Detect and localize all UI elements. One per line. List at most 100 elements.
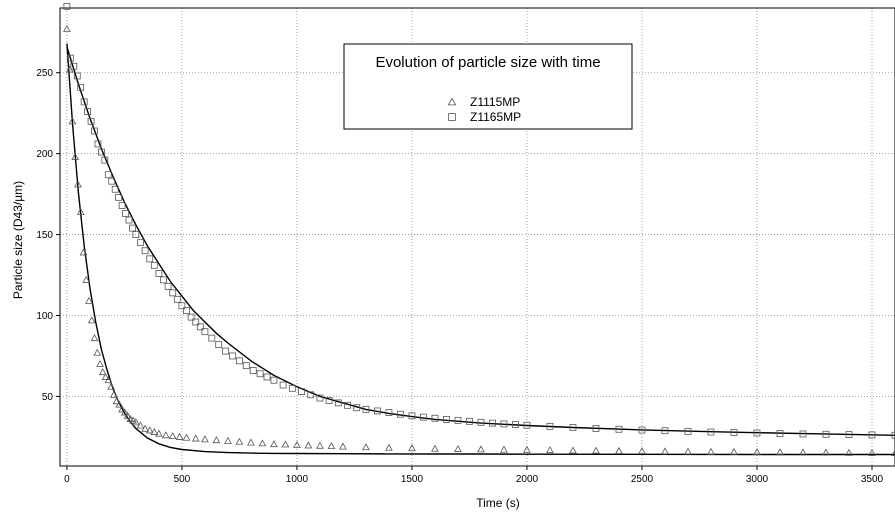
point-z1115mp [270, 440, 278, 448]
point-z1115mp [76, 207, 85, 215]
point-z1165mp [661, 427, 669, 435]
point-z1115mp [684, 447, 692, 455]
point-z1165mp [150, 261, 158, 269]
point-z1165mp [196, 323, 204, 331]
point-z1165mp [173, 295, 181, 303]
point-z1115mp [201, 435, 209, 443]
point-z1165mp [730, 429, 738, 436]
point-z1115mp [155, 429, 163, 437]
point-z1165mp [477, 418, 485, 426]
point-z1165mp [263, 373, 271, 381]
point-z1115mp [168, 432, 177, 440]
x-tick-label: 1500 [401, 474, 424, 485]
x-tick-label: 0 [64, 474, 70, 485]
point-z1165mp [420, 413, 427, 421]
point-z1165mp [344, 401, 351, 409]
legend-marker-square [448, 113, 456, 121]
point-z1165mp [799, 430, 807, 438]
point-z1165mp [187, 313, 195, 321]
point-z1115mp [385, 443, 393, 451]
point-z1165mp [684, 427, 692, 435]
point-z1115mp [115, 400, 124, 408]
point-z1115mp [71, 152, 80, 160]
point-z1115mp [63, 25, 71, 32]
chart-title: Evolution of particle size with time [375, 54, 600, 71]
data-points [63, 2, 895, 457]
point-z1165mp [141, 247, 149, 255]
point-z1115mp [615, 446, 623, 454]
point-z1115mp [845, 448, 853, 456]
point-z1115mp [304, 441, 313, 449]
point-z1115mp [112, 397, 121, 405]
point-z1165mp [454, 416, 462, 424]
point-z1165mp [129, 224, 136, 232]
point-z1115mp [150, 427, 159, 435]
point-z1165mp [546, 422, 554, 430]
point-z1165mp [229, 352, 236, 360]
point-z1165mp [66, 54, 74, 62]
point-z1115mp [118, 405, 126, 413]
point-z1115mp [707, 447, 715, 455]
point-z1165mp [155, 270, 163, 277]
y-tick-label: 200 [36, 149, 53, 160]
point-z1115mp [74, 180, 82, 188]
point-z1115mp [161, 431, 170, 439]
point-z1165mp [164, 282, 172, 290]
point-z1165mp [63, 2, 71, 10]
legend: Evolution of particle size with time Z11… [343, 43, 633, 130]
point-z1115mp [182, 433, 191, 441]
point-z1165mp [753, 429, 761, 437]
point-z1115mp [868, 448, 876, 456]
point-z1115mp [85, 296, 93, 304]
point-z1165mp [500, 420, 508, 428]
point-z1165mp [707, 428, 715, 436]
point-z1115mp [129, 416, 138, 424]
point-z1165mp [249, 367, 257, 374]
point-z1115mp [293, 440, 301, 448]
point-z1165mp [73, 72, 81, 80]
point-z1165mp [208, 334, 216, 342]
point-z1165mp [523, 421, 531, 429]
point-z1165mp [569, 424, 577, 431]
point-z1115mp [661, 447, 669, 455]
point-z1115mp [500, 445, 508, 453]
point-z1165mp [776, 430, 784, 437]
x-axis-title: Time (s) [476, 496, 520, 510]
point-z1115mp [776, 448, 784, 456]
point-z1165mp [868, 431, 876, 439]
point-z1115mp [822, 448, 830, 456]
point-z1115mp [753, 448, 761, 456]
point-z1165mp [146, 255, 154, 263]
legend-marker-triangle [447, 97, 457, 106]
point-z1165mp [512, 421, 519, 428]
point-z1165mp [431, 414, 439, 422]
point-z1115mp [145, 426, 154, 434]
point-z1115mp [638, 447, 646, 455]
point-z1165mp [443, 415, 450, 423]
x-tick-label: 3000 [746, 474, 769, 485]
point-z1165mp [91, 127, 98, 135]
point-z1165mp [70, 62, 78, 70]
legend-box [343, 43, 633, 130]
point-z1165mp [104, 171, 112, 179]
y-tick-label: 250 [36, 68, 53, 79]
point-z1165mp [215, 341, 223, 349]
point-z1165mp [115, 193, 123, 201]
point-z1165mp [385, 409, 393, 416]
point-z1115mp [101, 372, 110, 380]
y-tick-label: 150 [36, 230, 53, 241]
point-z1115mp [132, 418, 140, 426]
point-z1165mp [87, 117, 95, 125]
point-z1115mp [98, 368, 107, 376]
point-z1165mp [178, 302, 186, 310]
legend-label-z1115mp: Z1115MP [470, 95, 520, 109]
point-z1115mp [891, 449, 895, 457]
y-axis-ticks: 50 100 150 200 250 [36, 68, 60, 403]
point-z1115mp [408, 444, 416, 452]
point-z1115mp [104, 376, 113, 384]
x-axis-ticks: 0 500 1000 1500 2000 2500 3000 3500 [64, 466, 884, 485]
point-z1165mp [374, 407, 381, 415]
point-z1115mp [82, 275, 91, 283]
point-z1165mp [638, 426, 646, 434]
